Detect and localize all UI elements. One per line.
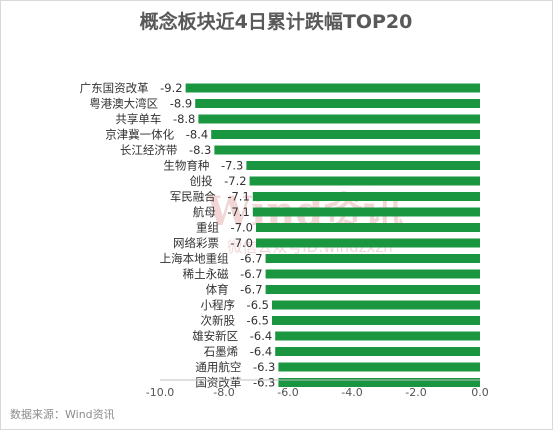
- x-tick-label: 0.0: [471, 386, 489, 399]
- bar: [256, 223, 480, 232]
- category-label: 稀土永磁: [183, 267, 229, 281]
- value-label: -8.8: [173, 112, 195, 126]
- category-label: 创投: [190, 174, 213, 188]
- bar: [265, 254, 480, 263]
- value-label: -6.4: [250, 329, 272, 343]
- category-label: 国资改革: [195, 376, 241, 390]
- bar: [278, 362, 480, 372]
- category-label: 航母: [193, 205, 216, 219]
- value-label: -9.2: [160, 81, 182, 95]
- bar: [256, 238, 480, 248]
- bar: [185, 83, 480, 93]
- bar: [195, 99, 480, 108]
- x-tick-labels: -10.0 -8.0 -6.0 -4.0 -2.0 0.0: [146, 386, 489, 399]
- category-label: 次新股: [201, 314, 236, 328]
- value-label: -8.4: [186, 128, 208, 142]
- bar: [198, 114, 480, 124]
- bar: [275, 347, 480, 356]
- x-tick-label: -2.0: [405, 386, 426, 399]
- bar: [265, 269, 480, 279]
- category-label: 重组: [196, 221, 219, 235]
- category-label: 京津冀一体化: [105, 128, 174, 142]
- value-label: -6.7: [240, 252, 262, 266]
- chart-title: 概念板块近4日累计跌幅TOP20: [140, 10, 413, 33]
- bar: [265, 285, 480, 294]
- value-label: -7.1: [227, 190, 249, 204]
- bar: [214, 145, 480, 155]
- category-label: 粤港澳大湾区: [89, 97, 158, 111]
- category-label: 军民融合: [170, 190, 216, 204]
- category-label: 通用航空: [195, 360, 241, 374]
- category-label: 长江经济带: [120, 143, 178, 157]
- bar-group: [185, 83, 480, 387]
- category-label: 雄安新区: [192, 329, 238, 343]
- value-labels: -9.2 -8.9-8.8 -8.4-8.3 -7.3-7.2 -7.1-7.1 -7.0…: [160, 81, 275, 390]
- x-tick-label: -4.0: [341, 386, 362, 399]
- category-label: 网络彩票: [173, 236, 219, 250]
- bar: [252, 207, 480, 217]
- bar: [275, 331, 480, 341]
- bar: [249, 176, 480, 186]
- category-label: 生物育种: [163, 159, 209, 173]
- value-label: -6.3: [253, 360, 275, 374]
- category-label: 上海本地重组: [160, 252, 229, 266]
- category-labels: 广东国资改革粤港澳大湾区共享单车京津冀一体化长江经济带生物育种创投军民融合航母重…: [80, 81, 242, 390]
- bar: [211, 130, 480, 139]
- x-tick-label: -10.0: [146, 386, 174, 399]
- value-label: -8.9: [170, 97, 192, 111]
- category-label: 小程序: [201, 298, 236, 312]
- source-note: 数据来源：Wind资讯: [10, 407, 115, 421]
- category-label: 共享单车: [115, 112, 161, 126]
- bar: [246, 161, 480, 170]
- value-label: -7.1: [227, 205, 249, 219]
- value-label: -7.0: [231, 236, 253, 250]
- value-label: -6.5: [247, 314, 269, 328]
- bar: [272, 316, 480, 325]
- category-label: 石墨烯: [204, 345, 239, 359]
- value-label: -6.4: [250, 345, 272, 359]
- x-tick-label: -6.0: [277, 386, 298, 399]
- value-label: -7.2: [224, 174, 246, 188]
- bar: [252, 192, 480, 201]
- category-label: 体育: [206, 283, 229, 297]
- bar: [278, 378, 480, 387]
- category-label: 广东国资改革: [80, 81, 149, 95]
- value-label: -6.3: [253, 376, 275, 390]
- value-label: -7.0: [231, 221, 253, 235]
- value-label: -6.7: [240, 267, 262, 281]
- value-label: -6.7: [240, 283, 262, 297]
- value-label: -8.3: [189, 143, 211, 157]
- bar: [272, 300, 480, 310]
- x-tick-label: -8.0: [213, 386, 234, 399]
- value-label: -7.3: [221, 159, 243, 173]
- value-label: -6.5: [247, 298, 269, 312]
